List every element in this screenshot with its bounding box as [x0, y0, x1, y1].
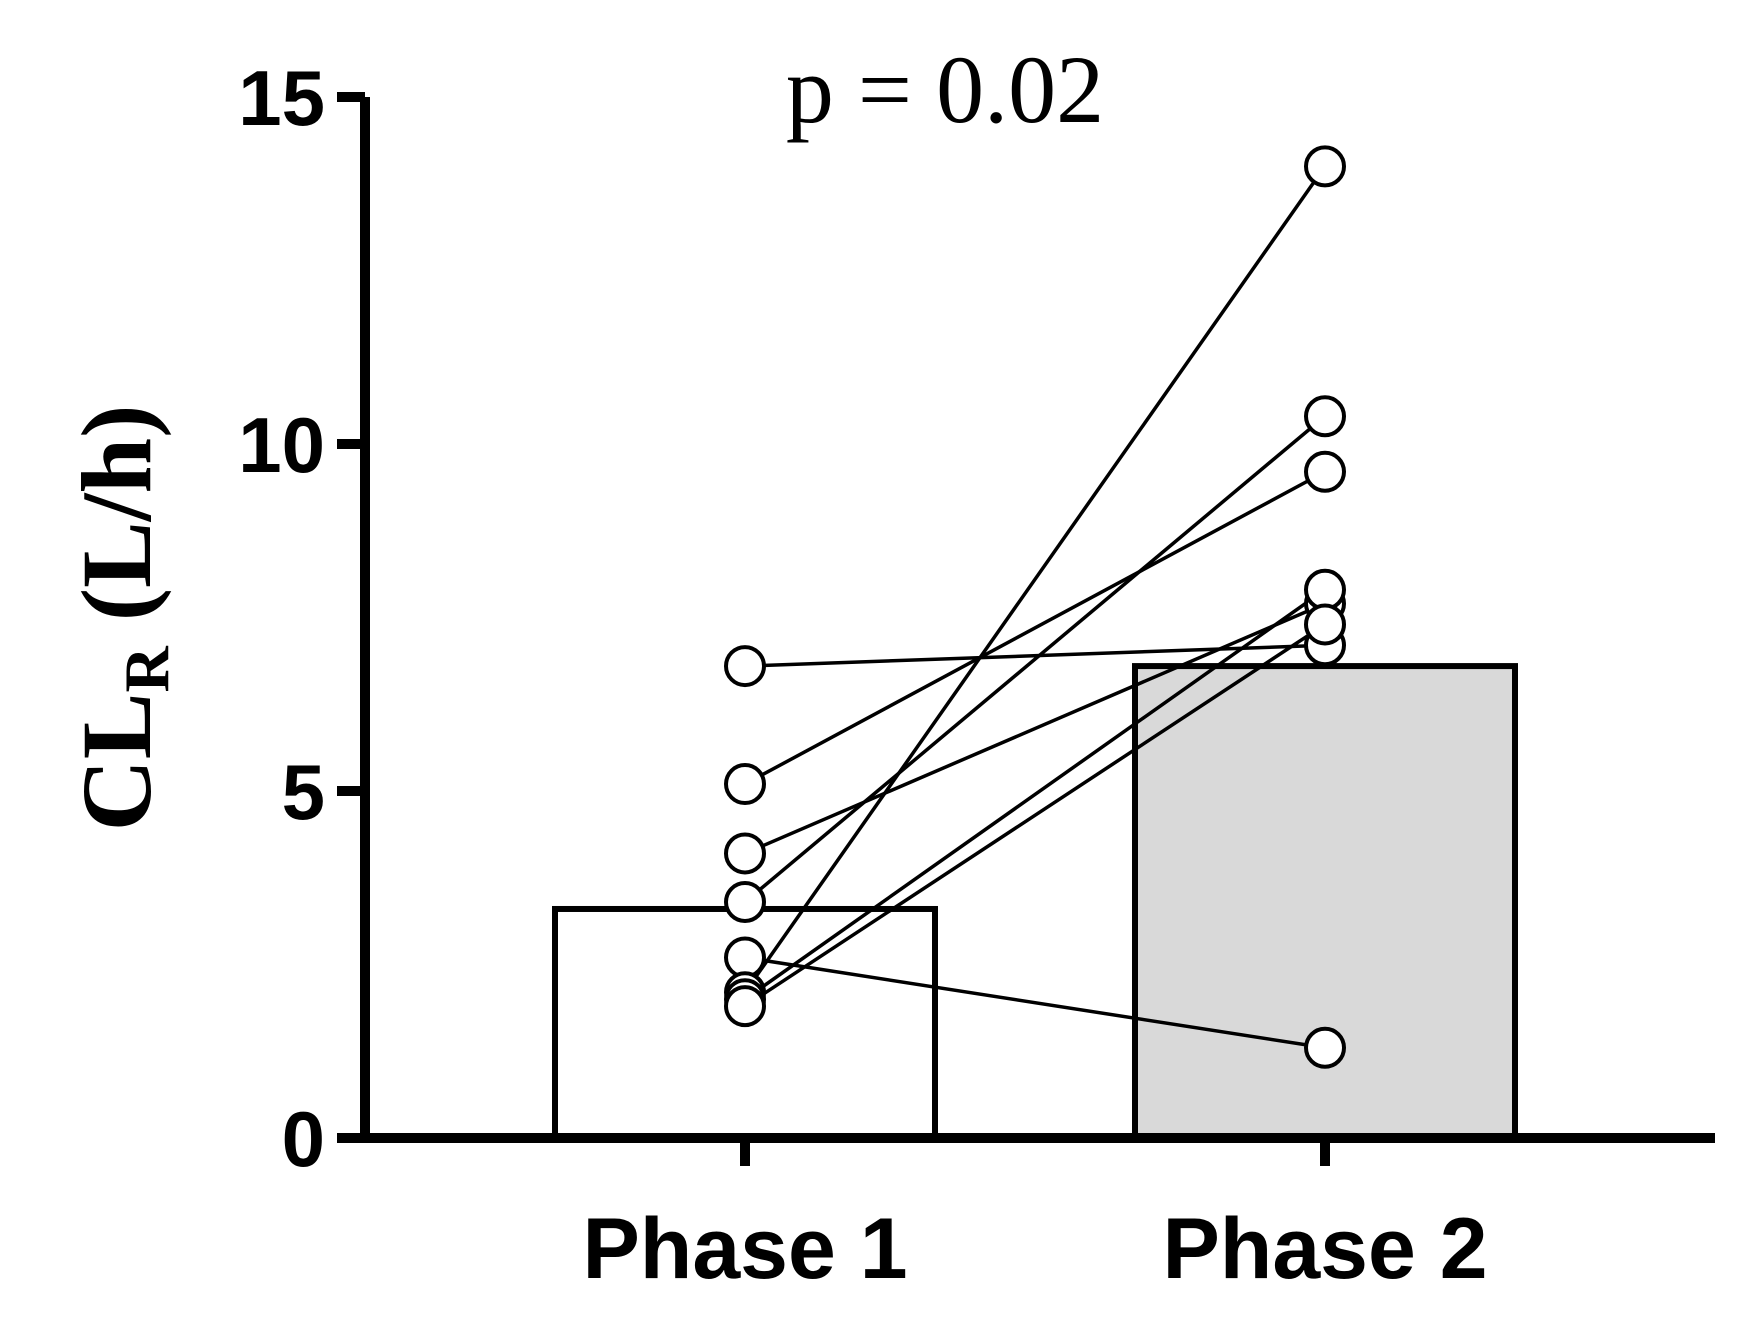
- point-phase2-subject-7: [1304, 568, 1346, 611]
- y-tick-label-15: 15: [238, 54, 325, 142]
- axes-layer: [337, 92, 1715, 1166]
- point-phase1-subject-2: [724, 763, 766, 806]
- point-phase2-subject-6: [1304, 145, 1346, 188]
- p-value-annotation: p = 0.02: [786, 36, 1104, 143]
- point-phase1-subject-1: [724, 645, 766, 688]
- paired-line-8: [744, 622, 1326, 1008]
- y-tick-label-10: 10: [238, 401, 325, 489]
- paired-line-1: [744, 643, 1326, 668]
- y-axis-label-unit: (L/h): [61, 405, 172, 647]
- points-layer: [724, 145, 1346, 1069]
- point-phase2-subject-5: [1304, 1026, 1346, 1069]
- x-tick-label-phase-1: Phase 1: [582, 1201, 907, 1297]
- point-phase1-subject-3: [724, 832, 766, 875]
- labels-layer: 0 5 10 15 Phase 1 Phase 2 p = 0.02 CLR (L/h): [61, 36, 1488, 1297]
- point-phase1-subject-5: [724, 936, 766, 979]
- y-axis-label-main: CL: [61, 693, 172, 832]
- bars-layer: [552, 663, 1518, 1142]
- paired-line-6: [743, 165, 1327, 994]
- paired-line-7: [743, 588, 1327, 1001]
- point-phase1-subject-8: [724, 985, 766, 1028]
- paired-line-3: [744, 602, 1326, 856]
- x-tick-label-phase-2: Phase 2: [1162, 1201, 1487, 1297]
- paired-line-4: [743, 414, 1327, 904]
- point-phase2-subject-4: [1304, 395, 1346, 438]
- point-phase2-subject-2: [1304, 450, 1346, 493]
- paired-line-5: [744, 955, 1326, 1050]
- y-tick-label-5: 5: [282, 748, 325, 836]
- y-axis-label-subscript: R: [111, 646, 182, 693]
- y-axis-label: CLR (L/h): [61, 405, 182, 832]
- y-tick-label-0: 0: [282, 1095, 325, 1183]
- point-phase2-subject-8: [1304, 603, 1346, 646]
- paired-line-2: [744, 470, 1326, 786]
- point-phase1-subject-4: [724, 881, 766, 924]
- paired-lines-layer: [743, 165, 1327, 1050]
